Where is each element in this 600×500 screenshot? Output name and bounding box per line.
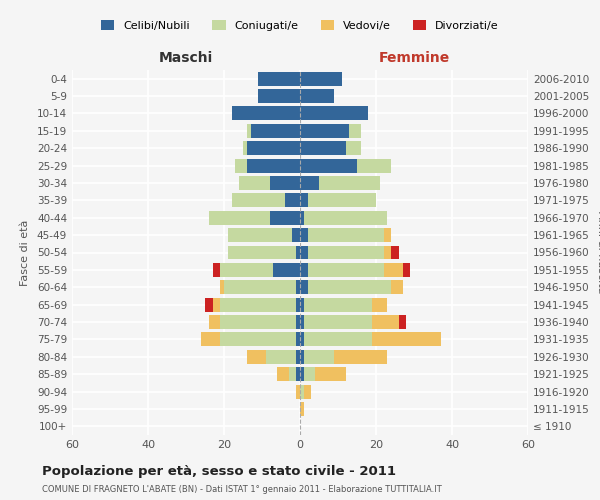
Bar — [300, 315, 304, 329]
Legend: Celibi/Nubili, Coniugati/e, Vedovi/e, Divorziati/e: Celibi/Nubili, Coniugati/e, Vedovi/e, Di… — [97, 16, 503, 35]
Bar — [372, 315, 399, 329]
Bar — [209, 315, 220, 329]
Text: Maschi: Maschi — [159, 51, 213, 65]
Bar — [308, 263, 383, 277]
Bar — [269, 176, 300, 190]
Bar — [269, 211, 300, 224]
Bar — [372, 298, 388, 312]
Bar — [300, 211, 304, 224]
Bar — [277, 367, 289, 381]
Bar — [304, 384, 311, 398]
Bar — [357, 158, 391, 172]
Bar — [300, 402, 304, 416]
Text: Popolazione per età, sesso e stato civile - 2011: Popolazione per età, sesso e stato civil… — [42, 465, 396, 478]
Bar — [292, 228, 300, 242]
Bar — [247, 350, 266, 364]
Bar — [285, 194, 300, 207]
Bar — [349, 124, 361, 138]
Bar — [296, 298, 300, 312]
Bar — [304, 332, 372, 346]
Bar — [220, 315, 296, 329]
Bar — [300, 367, 304, 381]
Bar — [251, 124, 300, 138]
Bar — [289, 367, 296, 381]
Bar — [346, 142, 361, 155]
Bar — [220, 298, 296, 312]
Bar — [304, 211, 388, 224]
Bar — [308, 194, 376, 207]
Bar — [372, 332, 440, 346]
Y-axis label: Anni di nascita: Anni di nascita — [596, 211, 600, 294]
Bar — [224, 280, 296, 294]
Bar — [300, 72, 342, 86]
Bar — [296, 350, 300, 364]
Bar — [300, 176, 319, 190]
Bar — [300, 246, 308, 260]
Bar — [232, 194, 285, 207]
Bar — [300, 89, 334, 103]
Bar — [383, 228, 391, 242]
Bar — [300, 124, 349, 138]
Bar — [399, 315, 406, 329]
Bar — [334, 350, 388, 364]
Bar — [258, 89, 300, 103]
Bar — [212, 263, 220, 277]
Bar — [300, 298, 304, 312]
Bar — [300, 106, 368, 120]
Bar — [300, 158, 357, 172]
Text: COMUNE DI FRAGNETO L'ABATE (BN) - Dati ISTAT 1° gennaio 2011 - Elaborazione TUTT: COMUNE DI FRAGNETO L'ABATE (BN) - Dati I… — [42, 485, 442, 494]
Bar — [304, 298, 372, 312]
Bar — [212, 298, 220, 312]
Bar — [383, 246, 391, 260]
Bar — [304, 350, 334, 364]
Bar — [247, 124, 251, 138]
Bar — [300, 350, 304, 364]
Bar — [300, 332, 304, 346]
Bar — [239, 176, 269, 190]
Bar — [258, 72, 300, 86]
Bar — [247, 142, 300, 155]
Bar — [296, 332, 300, 346]
Bar — [266, 350, 296, 364]
Bar — [304, 367, 315, 381]
Bar — [308, 246, 383, 260]
Y-axis label: Fasce di età: Fasce di età — [20, 220, 30, 286]
Bar — [308, 228, 383, 242]
Bar — [300, 194, 308, 207]
Bar — [300, 280, 308, 294]
Bar — [319, 176, 380, 190]
Bar — [300, 384, 304, 398]
Bar — [274, 263, 300, 277]
Bar — [296, 246, 300, 260]
Bar — [201, 332, 220, 346]
Bar — [383, 263, 403, 277]
Bar — [315, 367, 346, 381]
Bar — [235, 158, 247, 172]
Bar — [220, 332, 296, 346]
Bar — [300, 263, 308, 277]
Bar — [247, 158, 300, 172]
Bar — [296, 384, 300, 398]
Bar — [300, 142, 346, 155]
Bar — [220, 280, 224, 294]
Bar — [308, 280, 391, 294]
Bar — [296, 315, 300, 329]
Bar — [296, 280, 300, 294]
Bar — [220, 263, 274, 277]
Bar — [300, 228, 308, 242]
Bar — [391, 280, 403, 294]
Bar — [296, 367, 300, 381]
Bar — [391, 246, 399, 260]
Bar — [205, 298, 212, 312]
Bar — [209, 211, 269, 224]
Bar — [403, 263, 410, 277]
Text: Femmine: Femmine — [379, 51, 449, 65]
Bar — [232, 106, 300, 120]
Bar — [243, 142, 247, 155]
Bar — [228, 228, 292, 242]
Bar — [304, 315, 372, 329]
Bar — [228, 246, 296, 260]
